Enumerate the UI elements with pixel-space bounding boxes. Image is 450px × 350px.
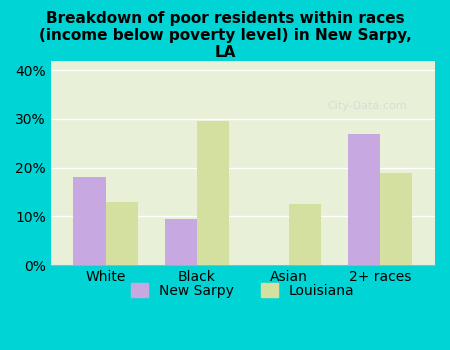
Bar [73, 177, 105, 265]
Bar [380, 173, 412, 265]
Bar [348, 134, 380, 265]
Text: Breakdown of poor residents within races
(income below poverty level) in New Sar: Breakdown of poor residents within races… [39, 10, 411, 60]
Bar [105, 202, 138, 265]
Bar [197, 121, 229, 265]
Text: City-Data.com: City-Data.com [327, 100, 407, 111]
Legend: New Sarpy, Louisiana: New Sarpy, Louisiana [126, 277, 360, 303]
Bar [288, 204, 320, 265]
Bar [165, 219, 197, 265]
